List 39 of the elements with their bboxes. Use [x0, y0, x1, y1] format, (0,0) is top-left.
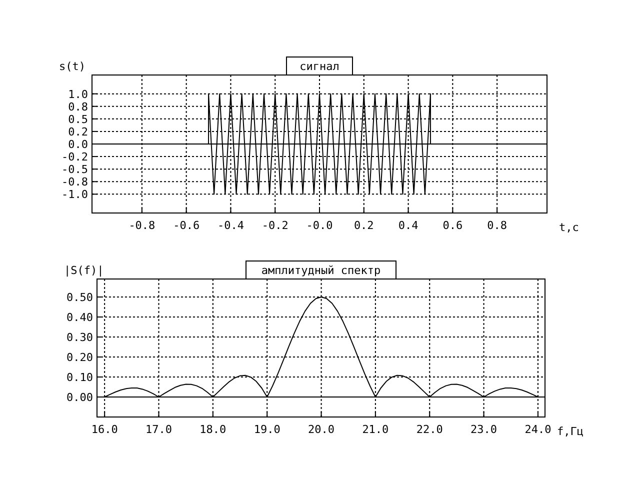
x-tick-label: 0.2	[354, 219, 374, 232]
y-tick-label: 0.50	[66, 291, 93, 304]
x-axis-title: f,Гц	[557, 425, 584, 438]
y-tick-label: 0.2	[68, 125, 88, 138]
chart-title: амплитудный спектр	[261, 264, 381, 277]
x-tick-label: 16.0	[91, 423, 118, 436]
y-tick-label: 0.8	[68, 100, 88, 114]
x-tick-label: 0.8	[487, 219, 507, 232]
x-tick-label: 22.0	[416, 423, 443, 436]
x-tick-label: 0.4	[398, 219, 419, 232]
x-tick-label: -0.0	[306, 219, 333, 232]
y-tick-label: 0.30	[66, 331, 93, 344]
y-tick-label: -0.2	[62, 150, 88, 164]
y-tick-label: 0.40	[66, 311, 93, 324]
y-axis-title: |S(f)|	[64, 264, 104, 277]
y-tick-label: 0.00	[66, 391, 93, 404]
x-tick-label: 0.6	[442, 219, 463, 232]
x-tick-label: 19.0	[254, 423, 280, 436]
y-tick-label: -0.5	[62, 163, 88, 176]
x-tick-label: 17.0	[146, 423, 172, 436]
y-tick-label: 0.10	[66, 371, 93, 384]
x-tick-label: 18.0	[200, 423, 226, 436]
x-tick-label: -0.8	[128, 219, 156, 232]
x-tick-label: 21.0	[362, 423, 389, 436]
x-axis-title: t,c	[559, 221, 579, 234]
y-axis-title: s(t)	[59, 60, 86, 73]
chart-title: сигнал	[300, 60, 340, 73]
y-tick-label: 0.0	[68, 138, 88, 151]
x-tick-label: -0.6	[173, 219, 200, 232]
x-tick-label: -0.2	[262, 219, 288, 232]
x-tick-label: 20.0	[308, 423, 335, 436]
y-tick-label: 0.20	[66, 351, 93, 364]
y-tick-label: 1.0	[68, 88, 88, 101]
y-tick-label: -0.8	[62, 176, 88, 189]
y-tick-label: -1.0	[62, 188, 88, 202]
x-tick-label: 24.0	[524, 423, 552, 436]
x-tick-label: -0.4	[217, 219, 244, 232]
x-tick-label: 23.0	[470, 423, 498, 436]
y-tick-label: 0.5	[68, 112, 88, 126]
